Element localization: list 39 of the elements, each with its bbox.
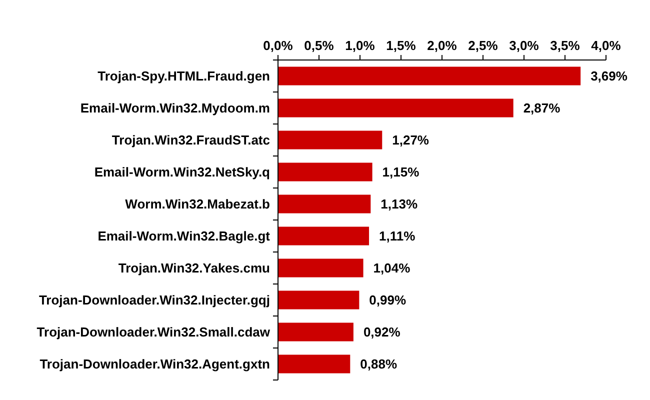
x-tick-label: 0,0%: [263, 38, 294, 53]
bar: [278, 226, 370, 246]
bar: [278, 162, 372, 182]
bar: [278, 354, 350, 374]
x-tick-label: 1,0%: [345, 38, 376, 53]
data-label: 1,11%: [379, 228, 416, 244]
data-label: 0,99%: [369, 292, 406, 308]
bar: [278, 130, 382, 150]
y-tick-label: Trojan.Win32.Yakes.cmu: [118, 260, 270, 276]
y-tick-label: Trojan.Win32.FraudST.atc: [112, 132, 270, 148]
y-tick-label: Email-Worm.Win32.Mydoom.m: [80, 100, 270, 116]
bar: [278, 66, 581, 86]
y-tick-label: Email-Worm.Win32.Bagle.gt: [98, 228, 271, 244]
data-label: 1,27%: [392, 132, 430, 148]
data-label: 0,88%: [360, 356, 398, 372]
x-tick-label: 1,5%: [386, 38, 416, 53]
bar: [278, 258, 364, 278]
data-label: 1,13%: [380, 196, 418, 212]
data-label: 0,92%: [363, 324, 401, 340]
y-tick-label: Trojan-Downloader.Win32.Small.cdaw: [36, 324, 271, 340]
x-tick-label: 2,0%: [427, 38, 458, 53]
data-label: 2,87%: [523, 100, 561, 116]
x-tick-label: 0,5%: [304, 38, 334, 53]
y-tick-label: Trojan-Spy.HTML.Fraud.gen: [98, 68, 270, 84]
y-tick-label: Worm.Win32.Mabezat.b: [125, 196, 270, 212]
data-label: 1,04%: [373, 260, 411, 276]
y-tick-label: Trojan-Downloader.Win32.Injecter.gqj: [38, 292, 270, 308]
x-tick-label: 2,5%: [468, 38, 498, 53]
x-tick-label: 4,0%: [591, 38, 622, 53]
data-label: 3,69%: [590, 68, 628, 84]
bar: [278, 322, 354, 342]
bar: [278, 290, 360, 310]
bar: [278, 194, 371, 214]
x-tick-label: 3,5%: [550, 38, 580, 53]
x-tick-label: 3,0%: [509, 38, 540, 53]
y-tick-label: Trojan-Downloader.Win32.Agent.gxtn: [40, 356, 270, 372]
bar: [278, 98, 514, 118]
y-tick-label: Email-Worm.Win32.NetSky.q: [94, 164, 270, 180]
data-label: 1,15%: [382, 164, 420, 180]
